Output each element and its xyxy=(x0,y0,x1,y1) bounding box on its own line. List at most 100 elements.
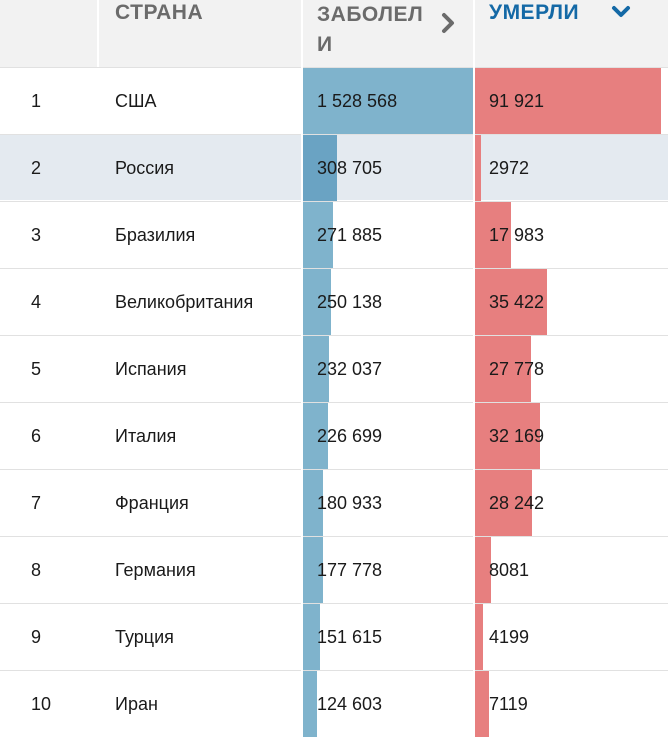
rank-cell: 7 xyxy=(31,493,42,513)
table-row[interactable]: 8 Германия 177 778 8081 xyxy=(0,536,668,603)
cases-bar xyxy=(303,336,329,402)
country-cell: Россия xyxy=(115,158,175,178)
country-cell: Италия xyxy=(115,426,177,446)
header-divider xyxy=(97,0,99,67)
column-divider xyxy=(301,67,303,723)
deaths-value: 7119 xyxy=(489,694,528,714)
cases-cell: 271 885 xyxy=(303,202,473,268)
table-row[interactable]: 9 Турция 151 615 4199 xyxy=(0,603,668,670)
cases-bar xyxy=(303,671,317,737)
cases-value: 124 603 xyxy=(317,694,383,714)
deaths-cell: 28 242 xyxy=(475,470,668,536)
cases-header-label: ЗАБОЛЕЛИ xyxy=(317,3,424,56)
deaths-cell: 91 921 xyxy=(475,68,668,134)
cases-bar xyxy=(303,68,473,134)
deaths-cell: 7119 xyxy=(475,671,668,737)
table-row[interactable]: 2 Россия 308 705 2972 xyxy=(0,134,668,201)
cases-cell: 308 705 xyxy=(303,135,473,201)
deaths-bar xyxy=(475,336,531,402)
country-cell: Иран xyxy=(115,694,158,714)
cases-cell: 1 528 568 xyxy=(303,68,473,134)
column-divider xyxy=(473,67,475,723)
cases-bar xyxy=(303,202,333,268)
cases-cell: 226 699 xyxy=(303,403,473,469)
deaths-cell: 4199 xyxy=(475,604,668,670)
cases-value: 177 778 xyxy=(317,560,383,580)
rank-cell: 2 xyxy=(31,158,42,178)
rank-cell: 4 xyxy=(31,292,42,312)
cases-bar xyxy=(303,135,337,201)
cases-value: 1 528 568 xyxy=(317,91,398,111)
table-row[interactable]: 5 Испания 232 037 27 778 xyxy=(0,335,668,402)
rank-cell: 9 xyxy=(31,627,42,647)
table-row[interactable]: 1 США 1 528 568 91 921 xyxy=(0,67,668,134)
rank-column-header xyxy=(0,0,97,67)
chevron-right-icon xyxy=(441,10,455,40)
country-cell: Франция xyxy=(115,493,189,513)
country-column-header[interactable]: СТРАНА xyxy=(99,0,301,67)
deaths-value: 4199 xyxy=(489,627,530,647)
deaths-value: 2972 xyxy=(489,158,530,178)
chevron-down-icon xyxy=(611,2,631,22)
country-header-label: СТРАНА xyxy=(115,1,204,24)
cases-cell: 124 603 xyxy=(303,671,473,737)
table-row[interactable]: 10 Иран 124 603 7119 xyxy=(0,670,668,737)
cases-bar xyxy=(303,604,320,670)
deaths-cell: 32 169 xyxy=(475,403,668,469)
cases-cell: 177 778 xyxy=(303,537,473,603)
deaths-cell: 35 422 xyxy=(475,269,668,335)
deaths-bar xyxy=(475,671,489,737)
country-cell: Германия xyxy=(115,560,196,580)
cases-bar xyxy=(303,403,328,469)
cases-cell: 151 615 xyxy=(303,604,473,670)
header-divider xyxy=(473,0,475,67)
rank-cell: 8 xyxy=(31,560,42,580)
table-row[interactable]: 6 Италия 226 699 32 169 xyxy=(0,402,668,469)
deaths-value: 91 921 xyxy=(489,91,545,111)
country-cell: Испания xyxy=(115,359,187,379)
deaths-cell: 17 983 xyxy=(475,202,668,268)
country-cell: Турция xyxy=(115,627,174,647)
cases-value: 308 705 xyxy=(317,158,383,178)
cases-value: 232 037 xyxy=(317,359,383,379)
deaths-value: 32 169 xyxy=(489,426,545,446)
cases-cell: 250 138 xyxy=(303,269,473,335)
table-row[interactable]: 7 Франция 180 933 28 242 xyxy=(0,469,668,536)
rank-cell: 6 xyxy=(31,426,42,446)
header-divider xyxy=(301,0,303,67)
cases-bar xyxy=(303,537,323,603)
deaths-value: 8081 xyxy=(489,560,530,580)
deaths-value: 27 778 xyxy=(489,359,545,379)
rank-cell: 10 xyxy=(31,694,52,714)
deaths-value: 35 422 xyxy=(489,292,545,312)
cases-cell: 180 933 xyxy=(303,470,473,536)
deaths-bar xyxy=(475,604,483,670)
table-row[interactable]: 3 Бразилия 271 885 17 983 xyxy=(0,201,668,268)
country-cell: Великобритания xyxy=(115,292,254,312)
deaths-cell: 27 778 xyxy=(475,336,668,402)
cases-value: 151 615 xyxy=(317,627,383,647)
deaths-header-label: УМЕРЛИ xyxy=(489,1,580,24)
deaths-bar xyxy=(475,403,540,469)
rank-cell: 1 xyxy=(31,91,42,111)
country-cell: Бразилия xyxy=(115,225,196,245)
rank-cell: 3 xyxy=(31,225,42,245)
country-cell: США xyxy=(115,91,157,111)
deaths-bar xyxy=(475,68,661,134)
deaths-value: 17 983 xyxy=(489,225,545,245)
table-row[interactable]: 4 Великобритания 250 138 35 422 xyxy=(0,268,668,335)
deaths-value: 28 242 xyxy=(489,493,545,513)
cases-value: 226 699 xyxy=(317,426,383,446)
deaths-bar xyxy=(475,537,491,603)
deaths-column-header[interactable]: УМЕРЛИ xyxy=(475,0,668,67)
deaths-cell: 8081 xyxy=(475,537,668,603)
deaths-bar xyxy=(475,269,547,335)
cases-bar xyxy=(303,470,323,536)
deaths-bar xyxy=(475,202,511,268)
cases-value: 180 933 xyxy=(317,493,383,513)
cases-column-header[interactable]: ЗАБОЛЕЛИ xyxy=(303,0,473,67)
deaths-bar xyxy=(475,470,532,536)
deaths-bar xyxy=(475,135,481,201)
table-header: СТРАНА ЗАБОЛЕЛИ УМЕРЛИ xyxy=(0,0,668,67)
